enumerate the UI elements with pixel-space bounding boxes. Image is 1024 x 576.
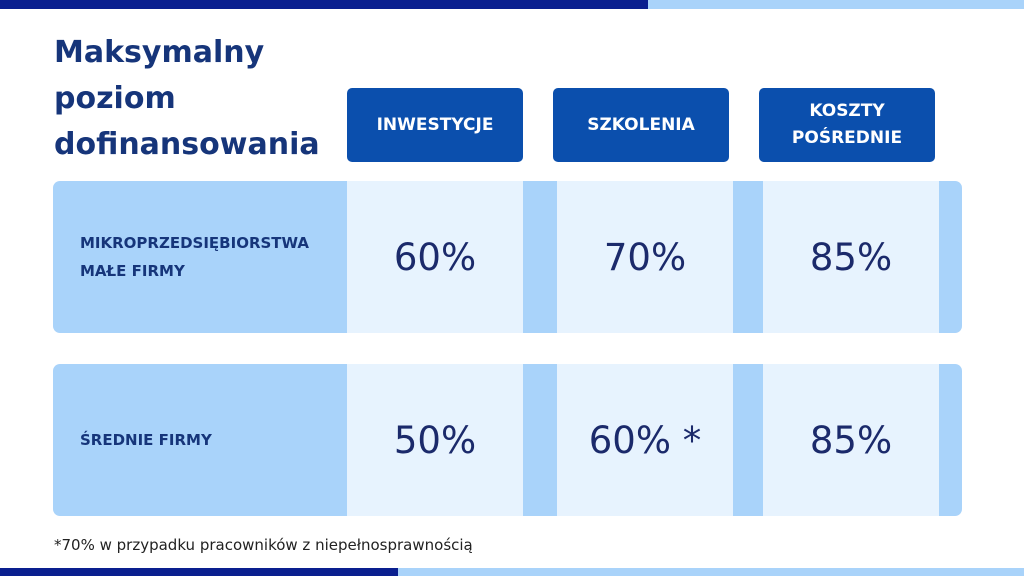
bottom-bar-light (398, 568, 1024, 576)
text-line: ŚREDNIE FIRMY (80, 431, 212, 449)
column-header: SZKOLENIA (553, 88, 729, 162)
cell: 50% (347, 364, 523, 516)
cell: 85% (763, 364, 939, 516)
text-line: MIKROPRZEDSIĘBIORSTWA (80, 234, 310, 252)
text-line: KOSZTY (809, 101, 885, 121)
column-header: INWESTYCJE (347, 88, 523, 162)
top-bar-dark (0, 0, 648, 9)
text-line: MAŁE FIRMY (80, 262, 185, 280)
column-header: KOSZTY POŚREDNIE (759, 88, 935, 162)
title: Maksymalny poziom dofinansowania (54, 35, 320, 162)
cell: 60% (347, 181, 523, 333)
text-line: POŚREDNIE (791, 128, 903, 148)
row-label: ŚREDNIE FIRMY (80, 364, 345, 516)
row-label: MIKROPRZEDSIĘBIORSTWA MAŁE FIRMY (80, 181, 345, 333)
cell: 60% * (557, 364, 733, 516)
cell: 85% (763, 181, 939, 333)
top-bar-light (648, 0, 1024, 9)
footnote: *70% w przypadku pracowników z niepełnos… (54, 536, 473, 554)
bottom-bar-dark (0, 568, 398, 576)
cell: 70% (557, 181, 733, 333)
